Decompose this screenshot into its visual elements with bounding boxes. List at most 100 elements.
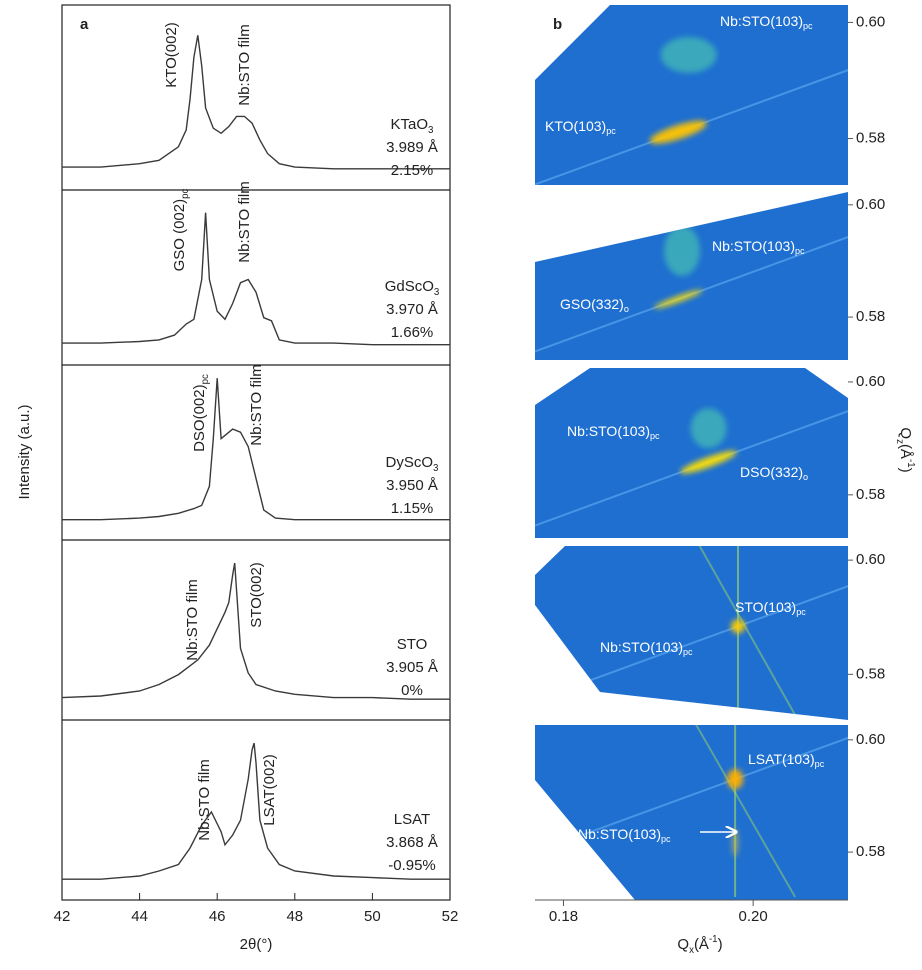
- substrate-label: KTaO3: [391, 116, 434, 136]
- x-tick-label: 0.20: [739, 908, 768, 925]
- peak-label-part: Nb:STO(103): [567, 423, 650, 439]
- peak-label-part: pc: [683, 647, 693, 657]
- map-background: [535, 725, 848, 900]
- peak-label-part: Nb:STO film: [248, 364, 265, 445]
- peak-label: DSO(002)pc: [191, 374, 211, 452]
- peak-label-part: Nb:STO(103): [712, 238, 795, 254]
- x-axis-label-part: (Å: [694, 936, 709, 953]
- lattice-label: 3.950 Å: [386, 477, 438, 494]
- diffraction-spot: [649, 120, 707, 144]
- peak-label: Nb:STO(103)pc: [600, 639, 693, 658]
- peak-label: Nb:STO(103)pc: [578, 826, 671, 845]
- peak-label-part: Nb:STO film: [196, 759, 213, 840]
- mismatch-label: -0.95%: [388, 857, 436, 874]
- peak-label-part: o: [803, 472, 808, 482]
- x-axis-label-part: ): [718, 936, 723, 953]
- mismatch-label: 2.15%: [391, 162, 434, 179]
- peak-label-part: pc: [815, 759, 825, 769]
- substrate-label-part: GdScO: [385, 278, 434, 295]
- streak: [697, 546, 799, 720]
- y-axis-label-part: -1: [905, 459, 916, 468]
- peak-label-part: Nb:STO(103): [600, 639, 683, 655]
- peak-label-part: pc: [795, 246, 805, 256]
- peak-label: GSO(332)o: [560, 296, 629, 315]
- substrate-label: GdScO3: [385, 278, 440, 298]
- peak-label-part: pc: [803, 21, 813, 31]
- plot-frame: [61, 4, 451, 901]
- peak-label: LSAT(002): [261, 754, 278, 825]
- x-axis-label: 2θ(°): [240, 936, 273, 953]
- x-tick-label: 48: [286, 908, 303, 925]
- xrd-curve: [62, 742, 450, 880]
- peak-label-part: Nb:STO film: [184, 579, 201, 660]
- substrate-label-part: 3: [433, 463, 438, 474]
- xrd-curve: [62, 378, 450, 521]
- peak-label: GSO (002)pc: [171, 188, 191, 271]
- peak-label-part: pc: [200, 374, 211, 384]
- substrate-label-part: LSAT: [394, 811, 430, 828]
- streak: [694, 725, 796, 898]
- peak-label: KTO(002): [163, 22, 180, 88]
- peak-label: Nb:STO film: [184, 579, 201, 660]
- peak-label-part: GSO(332): [560, 296, 624, 312]
- mismatch-label: 1.15%: [391, 500, 434, 517]
- peak-label: Nb:STO film: [236, 24, 253, 105]
- substrate-label-part: 3: [428, 125, 433, 136]
- peak-label-part: GSO (002): [171, 199, 188, 272]
- peak-label: Nb:STO film: [236, 181, 253, 262]
- peak-label: Nb:STO film: [248, 364, 265, 445]
- y-axis-label: Intensity (a.u.): [16, 404, 33, 499]
- diffraction-spot: [664, 225, 701, 276]
- peak-label: Nb:STO film: [196, 759, 213, 840]
- peak-label-part: pc: [180, 188, 191, 198]
- substrate-label: LSAT: [394, 811, 430, 828]
- map-background: [535, 192, 848, 360]
- peak-label-part: LSAT(103): [748, 751, 815, 767]
- peak-label: Nb:STO(103)pc: [567, 423, 660, 442]
- substrate-label: DyScO3: [386, 454, 439, 474]
- xrd-curve: [62, 35, 450, 170]
- xrd-curve: [61, 562, 450, 700]
- diffraction-spot: [653, 289, 703, 309]
- peak-label-part: Nb:STO film: [236, 181, 253, 262]
- panel-label: b: [553, 16, 562, 33]
- x-axis-label-part: x: [689, 945, 694, 956]
- y-tick-label: 0.60: [856, 13, 885, 30]
- lattice-label: 3.905 Å: [386, 659, 438, 676]
- diffraction-spot: [727, 769, 744, 790]
- peak-label-part: pc: [650, 431, 660, 441]
- peak-label-part: DSO(002): [191, 384, 208, 452]
- diffraction-spot: [680, 450, 737, 474]
- y-tick-label: 0.60: [856, 731, 885, 748]
- substrate-label-part: KTaO: [391, 116, 429, 133]
- y-axis-label: Qz(Å-1): [894, 427, 916, 472]
- y-tick-label: 0.60: [856, 373, 885, 390]
- peak-label-part: KTO(002): [163, 22, 180, 88]
- y-tick-label: 0.60: [856, 551, 885, 568]
- y-tick-label: 0.58: [856, 665, 885, 682]
- peak-label: STO(103)pc: [735, 599, 806, 618]
- substrate-label-part: DyScO: [386, 454, 434, 471]
- peak-label: Nb:STO(103)pc: [712, 238, 805, 257]
- peak-label-part: Nb:STO(103): [720, 13, 803, 29]
- peak-label: LSAT(103)pc: [748, 751, 825, 770]
- y-tick-label: 0.60: [856, 196, 885, 213]
- diffraction-spot: [732, 828, 739, 857]
- y-axis-label-part: z: [894, 439, 905, 444]
- substrate-label: STO: [397, 636, 428, 653]
- panel-label: a: [80, 16, 89, 33]
- x-tick-label: 50: [364, 908, 381, 925]
- y-axis-label-part: ): [897, 468, 914, 473]
- xrd-curve: [62, 212, 450, 346]
- substrate-label-part: 3: [434, 287, 439, 298]
- peak-label-part: o: [624, 304, 629, 314]
- lattice-label: 3.970 Å: [386, 301, 438, 318]
- x-tick-label: 52: [442, 908, 459, 925]
- peak-label: STO(002): [248, 562, 265, 628]
- peak-label-part: Nb:STO film: [236, 24, 253, 105]
- y-tick-label: 0.58: [856, 486, 885, 503]
- peak-label-part: STO(103): [735, 599, 796, 615]
- mismatch-label: 0%: [401, 682, 423, 699]
- y-axis-label-part: Q: [897, 427, 914, 439]
- peak-label-part: Nb:STO(103): [578, 826, 661, 842]
